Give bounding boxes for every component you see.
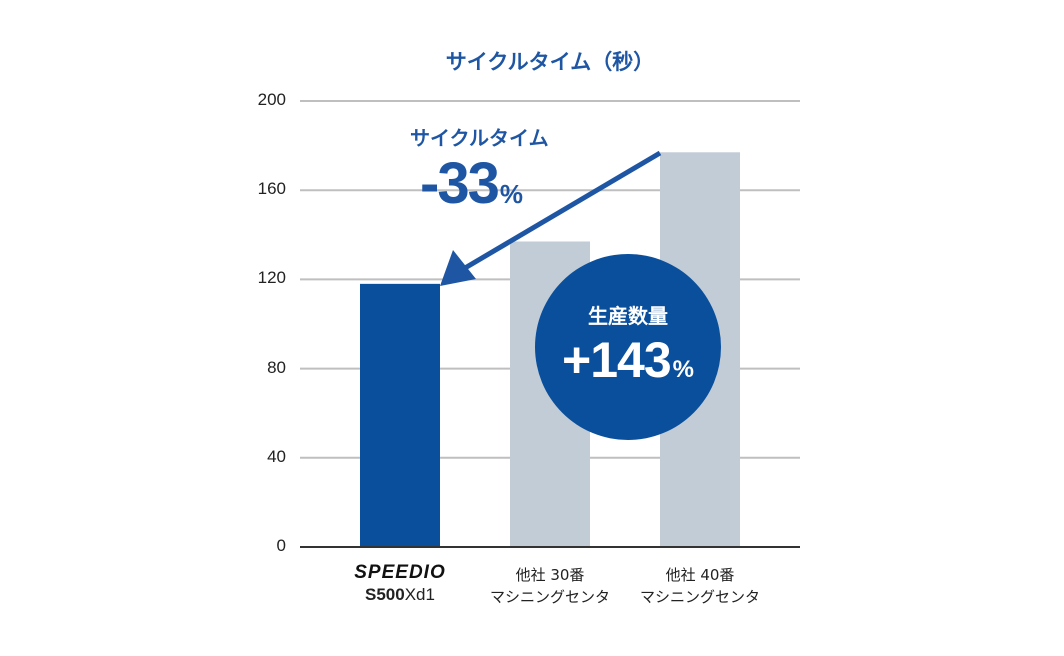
bar-1 bbox=[360, 283, 440, 547]
x-label-line2: マシニングセンタ bbox=[639, 588, 760, 606]
model-name-bold: S500 bbox=[365, 585, 405, 604]
y-tick-label: 40 bbox=[267, 446, 286, 466]
reduction-arrow bbox=[463, 150, 662, 271]
production-unit: % bbox=[672, 356, 694, 383]
cycle-time-reduction: -33 bbox=[420, 151, 500, 216]
reduction-arrow-head bbox=[440, 250, 476, 286]
x-label-speedio: SPEEDIO S500Xd1 bbox=[320, 562, 480, 606]
production-annotation: 生産数量 +143% bbox=[538, 300, 718, 389]
x-label-competitor-40: 他社 40番 マシニングセンタ bbox=[620, 564, 780, 608]
production-circle bbox=[535, 254, 721, 440]
x-label-line1: 他社 40番 bbox=[665, 566, 735, 584]
x-label-competitor-30: 他社 30番 マシニングセンタ bbox=[470, 564, 630, 608]
cycle-time-annotation-label: サイクルタイム bbox=[410, 126, 549, 150]
production-annotation-label: 生産数量 bbox=[588, 304, 668, 328]
y-tick-label: 80 bbox=[267, 357, 286, 377]
chart-title: サイクルタイム（秒） bbox=[445, 50, 655, 74]
model-name-suffix: Xd1 bbox=[404, 585, 435, 604]
x-label-line1: 他社 30番 bbox=[515, 566, 585, 584]
x-label-line2: マシニングセンタ bbox=[489, 588, 610, 606]
production-increase: +143 bbox=[562, 332, 672, 388]
speedio-logo-text: SPEEDIO bbox=[354, 562, 446, 583]
y-tick-label: 120 bbox=[257, 268, 286, 288]
y-tick-label: 160 bbox=[257, 179, 286, 199]
y-tick-label: 200 bbox=[257, 90, 286, 109]
y-tick-label: 0 bbox=[276, 536, 286, 555]
cycle-time-unit: % bbox=[499, 179, 523, 209]
cycle-time-annotation-value: -33% bbox=[420, 150, 523, 217]
